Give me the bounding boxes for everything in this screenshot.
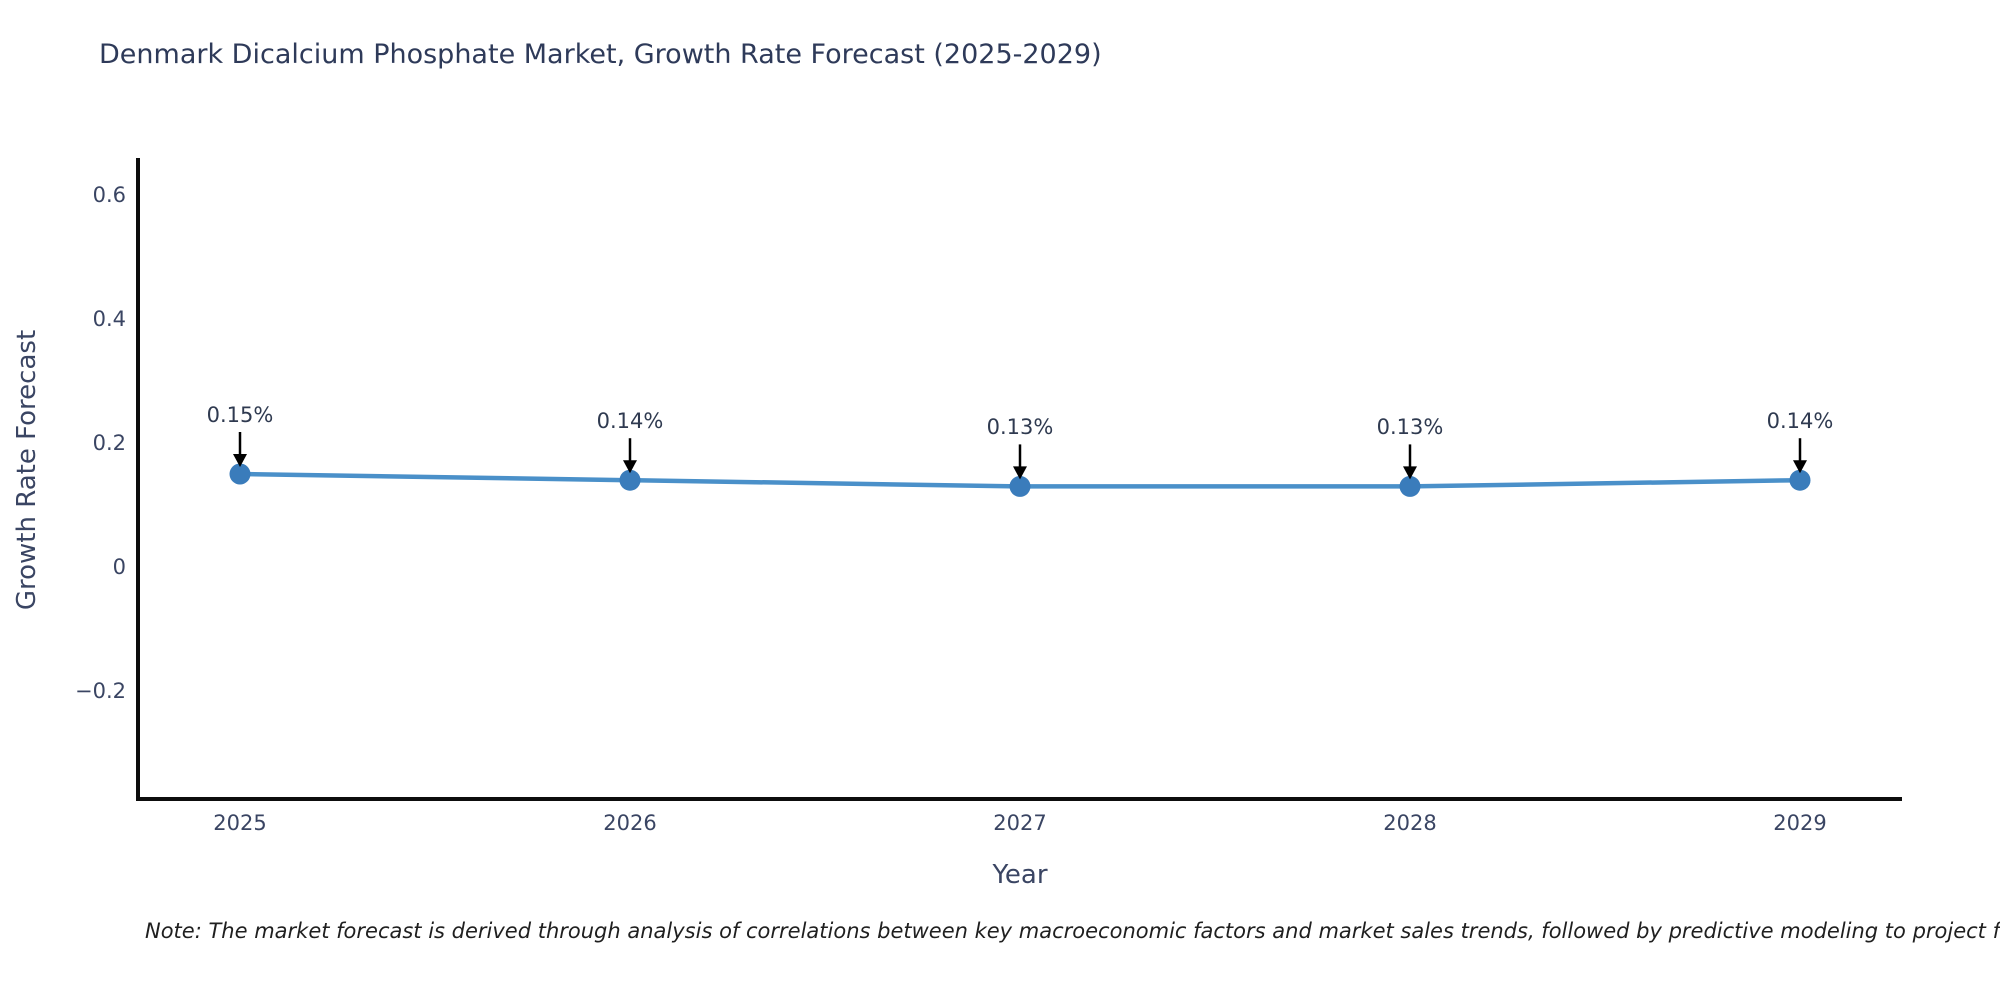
data-point-2025 [229, 463, 251, 485]
y-tick-label: −0.2 [75, 679, 126, 703]
footnote: Note: The market forecast is derived thr… [145, 919, 2000, 943]
data-point-2026 [619, 469, 641, 491]
y-axis-line [136, 158, 140, 801]
x-tick-label: 2028 [1383, 811, 1437, 835]
x-tick-label: 2029 [1773, 811, 1827, 835]
x-axis-title: Year [992, 860, 1048, 890]
x-tick-label: 2027 [993, 811, 1047, 835]
point-value-label: 0.14% [596, 409, 664, 434]
point-value-label: 0.13% [1376, 415, 1444, 440]
data-point-2029 [1789, 469, 1811, 491]
annotation-arrowhead-icon [1403, 466, 1417, 480]
annotation-arrowhead-icon [623, 460, 637, 474]
y-tick-label: 0.2 [92, 431, 126, 455]
data-point-2027 [1009, 475, 1031, 497]
point-value-label: 0.15% [206, 403, 274, 427]
y-tick-label: 0.6 [92, 183, 126, 207]
point-value-label: 0.14% [1766, 409, 1834, 434]
y-tick-label: 0 [112, 555, 126, 579]
annotation-arrowhead-icon [233, 454, 247, 467]
series-line [237, 471, 1803, 489]
data-point-2028 [1399, 475, 1421, 497]
x-axis-line [136, 797, 1902, 801]
annotation-arrowhead-icon [1013, 466, 1027, 480]
y-tick-label: 0.4 [92, 307, 126, 331]
chart-title: Denmark Dicalcium Phosphate Market, Grow… [99, 39, 1102, 70]
annotation-arrowhead-icon [1793, 460, 1807, 474]
point-value-label: 0.13% [986, 415, 1054, 440]
x-tick-label: 2025 [213, 811, 267, 835]
x-tick-label: 2026 [603, 811, 657, 835]
